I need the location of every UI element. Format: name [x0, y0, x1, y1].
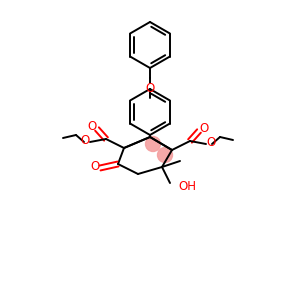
Text: O: O [206, 136, 216, 149]
Text: O: O [90, 160, 100, 173]
Text: O: O [80, 134, 90, 148]
Text: O: O [146, 82, 154, 94]
Text: O: O [87, 119, 97, 133]
Circle shape [146, 136, 160, 152]
Text: O: O [200, 122, 208, 134]
Circle shape [158, 148, 172, 163]
Text: OH: OH [178, 179, 196, 193]
